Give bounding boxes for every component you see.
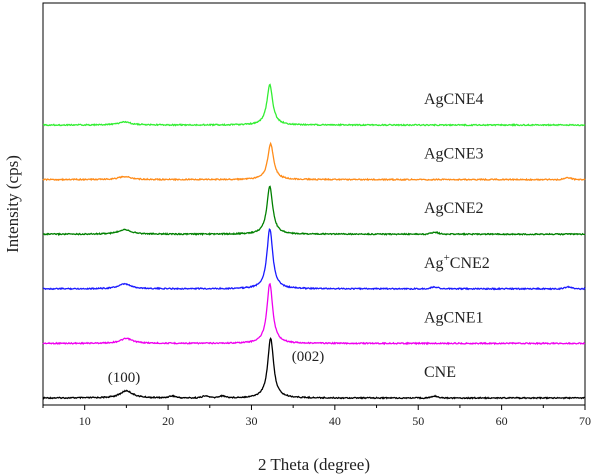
series-line-AgCNE2 <box>42 185 586 237</box>
series-label-AgCNE3: AgCNE3 <box>424 146 484 163</box>
x-tick-label: 10 <box>79 414 91 428</box>
peak-annotation: (100) <box>108 370 141 386</box>
series-line-CNE <box>42 336 586 400</box>
x-axis-ticks: 10 20 30 40 50 60 70 <box>42 405 591 428</box>
series-label-AgCNE2: AgCNE2 <box>424 200 484 217</box>
x-tick-label: 50 <box>412 414 424 428</box>
x-tick-label: 40 <box>329 414 341 428</box>
series-label-AgCNE1: AgCNE1 <box>424 309 484 326</box>
y-axis-title: Intensity (cps) <box>3 155 22 253</box>
series-labels: CNE AgCNE1 Ag+CNE2 AgCNE2 AgCNE3 AgCNE4 <box>424 91 490 381</box>
series-line-AgCNE4 <box>42 83 586 127</box>
series-line-AgCNE1 <box>42 282 586 346</box>
x-axis-title: 2 Theta (degree) <box>258 455 370 474</box>
series-label-Ag+CNE2: Ag+CNE2 <box>424 252 490 272</box>
series-line-Ag+CNE2 <box>42 228 586 291</box>
x-tick-label: 70 <box>579 414 591 428</box>
x-tick-label: 20 <box>162 414 174 428</box>
annotations: (100) (002) <box>108 349 325 386</box>
peak-annotation: (002) <box>292 349 325 365</box>
plot-frame <box>42 2 586 406</box>
series-label-AgCNE4: AgCNE4 <box>424 91 484 108</box>
x-tick-label: 60 <box>496 414 508 428</box>
series-line-AgCNE3 <box>42 141 586 182</box>
x-tick-label: 30 <box>245 414 257 428</box>
series-label-CNE: CNE <box>424 364 456 381</box>
series-layer <box>42 83 586 400</box>
